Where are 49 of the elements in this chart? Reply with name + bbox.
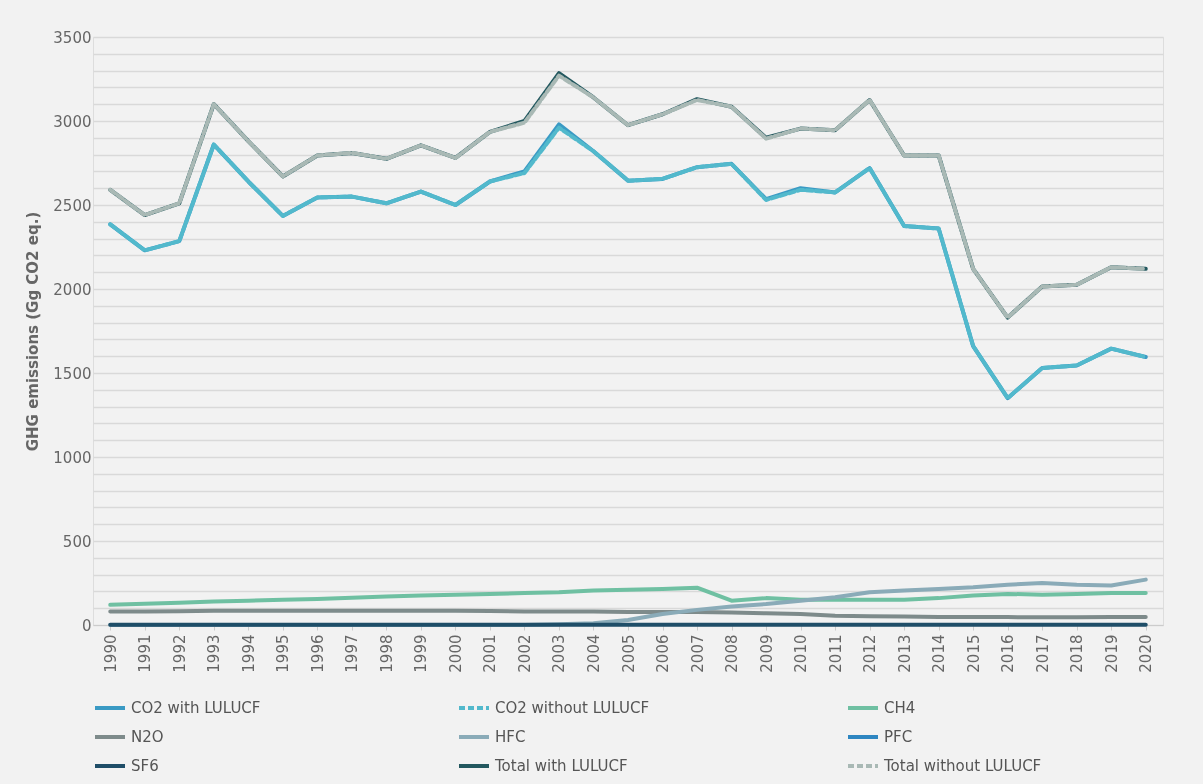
- x-tick-label: 1998: [377, 634, 396, 673]
- x-tick-label: 2003: [550, 634, 569, 673]
- x-tick-label: 2014: [930, 634, 949, 673]
- x-tick-label: 2016: [999, 634, 1018, 673]
- x-tick-label: 2020: [1137, 634, 1156, 673]
- x-tick-label: 1997: [343, 634, 362, 673]
- x-tick-label: 2019: [1102, 634, 1121, 673]
- x-tick-label: 2002: [515, 634, 534, 673]
- legend-label: Total with LULUCF: [494, 757, 628, 775]
- x-tick-label: 2011: [826, 634, 845, 673]
- legend-label: N2O: [131, 728, 164, 746]
- legend-label: PFC: [884, 728, 913, 746]
- x-tick-label: 2013: [895, 634, 914, 673]
- x-tick-label: 2000: [446, 634, 465, 673]
- y-tick-label: 1000: [53, 448, 92, 467]
- legend-label: HFC: [495, 728, 526, 746]
- y-tick-label: 0: [81, 616, 92, 635]
- y-tick-label: 500: [62, 532, 92, 551]
- x-tick-label: 2001: [481, 634, 500, 673]
- legend-label: CO2 with LULUCF: [131, 699, 261, 717]
- x-tick-label: 1994: [239, 634, 258, 673]
- legend-label: Total without LULUCF: [883, 757, 1042, 775]
- y-axis-title: GHG emissions (Gg CO2 eq.): [24, 211, 43, 452]
- x-tick-label: 1995: [274, 634, 293, 673]
- x-tick-label: 2017: [1033, 634, 1052, 673]
- x-tick-label: 1996: [308, 634, 327, 673]
- y-tick-label: 3000: [53, 112, 92, 131]
- x-tick-label: 2009: [757, 634, 776, 673]
- x-tick-label: 1992: [170, 634, 189, 673]
- y-tick-label: 2500: [53, 196, 92, 215]
- y-tick-label: 1500: [53, 364, 92, 383]
- x-tick-label: 1993: [205, 634, 224, 673]
- x-tick-label: 1999: [412, 634, 431, 673]
- legend-label: SF6: [131, 757, 159, 775]
- x-tick-label: 2005: [619, 634, 638, 673]
- x-tick-label: 1991: [136, 634, 155, 673]
- x-tick-label: 1990: [101, 634, 120, 673]
- legend-label: CH4: [884, 699, 916, 717]
- x-tick-label: 2010: [792, 634, 811, 673]
- x-tick-label: 2007: [688, 634, 707, 673]
- x-tick-label: 2006: [654, 634, 673, 673]
- x-tick-label: 2018: [1068, 634, 1087, 673]
- x-tick-label: 2008: [723, 634, 742, 673]
- x-tick-label: 2015: [964, 634, 983, 673]
- x-tick-label: 2012: [861, 634, 880, 673]
- y-tick-label: 3500: [53, 28, 92, 47]
- y-tick-label: 2000: [53, 280, 92, 299]
- legend-label: CO2 without LULUCF: [495, 699, 650, 717]
- x-tick-label: 2004: [584, 634, 603, 673]
